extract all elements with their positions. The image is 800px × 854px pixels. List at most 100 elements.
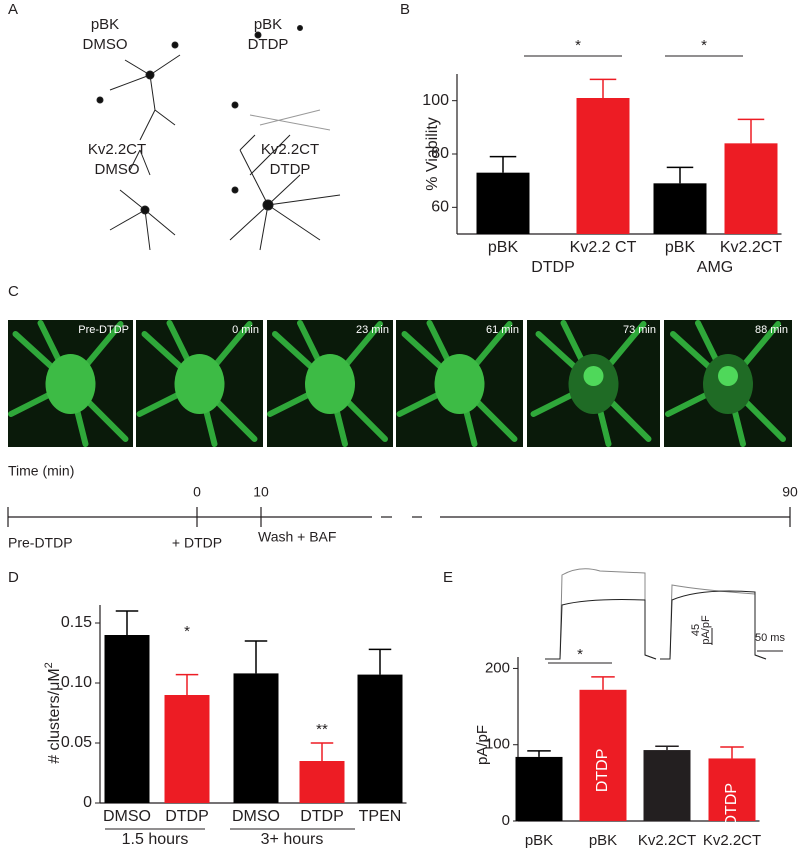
significance: ** [316,721,328,738]
soma [231,101,239,109]
image-label: DMSO [83,36,128,53]
panel-letter: E [443,569,453,586]
trace [660,584,767,660]
x-tick-label: Kv2.2CT [720,239,782,256]
timeline-tick-label: 90 [782,484,798,500]
bar [579,689,627,821]
significance: * [184,623,190,640]
significance: * [701,37,707,54]
bar [104,635,150,803]
soma [434,354,485,414]
y-tick-label: 100 [485,736,510,753]
image-label: Kv2.2CT [261,141,319,158]
bar-label: DTDP [594,749,611,793]
image-label: DTDP [248,36,289,53]
x-tick-label: DTDP [165,808,209,825]
bar [576,98,630,234]
soma-core [583,366,604,386]
current-traces [545,568,783,660]
trace [545,568,657,660]
bar [643,750,691,821]
image-label: pBK [91,16,119,33]
soma [145,70,155,80]
y-tick-label: 0 [83,794,92,811]
y-tick-label: 100 [422,92,449,109]
timeline-tick-label: 10 [253,484,269,500]
x-tick-label: pBK [665,239,696,256]
x-tick-label: Kv2.2CT [703,832,761,849]
panel-letter: A [8,1,18,18]
bar [233,673,279,803]
bar-label: DTDP [723,783,740,827]
y-axis-label: # clusters/μM2 [43,662,63,764]
panel-a-images [96,25,341,251]
group-label: 3+ hours [261,831,324,848]
y-tick-label: 0.10 [61,674,92,691]
x-tick-label: Kv2.2 CT [570,239,637,256]
y-axis-label-superscript: 2 [43,662,55,668]
x-tick-label: TPEN [359,808,402,825]
soma [262,199,274,211]
frame-label: Pre-DTDP [78,324,129,336]
neuron [229,134,341,251]
group-label: AMG [697,259,733,276]
frame-label: 0 min [232,324,259,336]
trace [660,590,767,660]
frame-label: 23 min [356,324,389,336]
significance: * [575,37,581,54]
scale-amplitude: 45 [690,624,702,636]
soma-core [718,366,738,386]
bar [653,183,707,234]
neuron [109,54,181,141]
neuron [109,149,176,251]
panel-letter: D [8,569,19,586]
panel-letter: B [400,1,410,18]
debris [249,109,331,131]
x-tick-label: DTDP [300,808,344,825]
timeline-tick-label: 0 [193,484,201,500]
bar [708,758,756,821]
timeline-title: Time (min) [8,463,74,479]
x-tick-label: pBK [488,239,519,256]
frame-label: 73 min [623,324,656,336]
y-tick-label: 0.05 [61,734,92,751]
soma [174,354,225,414]
image-label: DTDP [270,161,311,178]
scale-time: 50 ms [755,632,785,644]
y-tick-label: 0 [502,812,510,829]
soma [305,354,355,414]
bar [164,695,210,803]
x-tick-label: DMSO [103,808,151,825]
panel-c-images: Pre-DTDP 0 min 23 min 61 min 73 min 88 min [8,320,792,447]
soma [45,354,96,414]
soma [297,25,303,31]
soma [231,186,239,194]
timeline-phase: Wash + BAF [258,529,336,545]
soma [254,31,262,39]
scale-unit: pA/pF [700,615,712,645]
x-tick-label: pBK [589,832,617,849]
timeline-phase: + DTDP [172,535,222,551]
y-tick-label: 80 [431,145,449,162]
bar [476,172,530,234]
bar [515,756,563,821]
image-label: pBK [254,16,282,33]
frame-label: 61 min [486,324,519,336]
timeline [7,507,791,527]
image-label: DMSO [95,161,140,178]
bar [357,674,403,803]
soma [171,41,179,49]
y-axis-label: pA/pF [474,725,491,765]
y-tick-label: 0.15 [61,614,92,631]
x-tick-label: Kv2.2CT [638,832,696,849]
panel-letter: C [8,283,19,300]
significance: * [577,646,583,663]
image-label: Kv2.2CT [88,141,146,158]
soma [96,96,104,104]
y-axis-label: % Viability [424,117,441,191]
frame-label: 88 min [755,324,788,336]
y-tick-label: 200 [485,659,510,676]
trace [545,599,657,660]
bar [299,761,345,803]
